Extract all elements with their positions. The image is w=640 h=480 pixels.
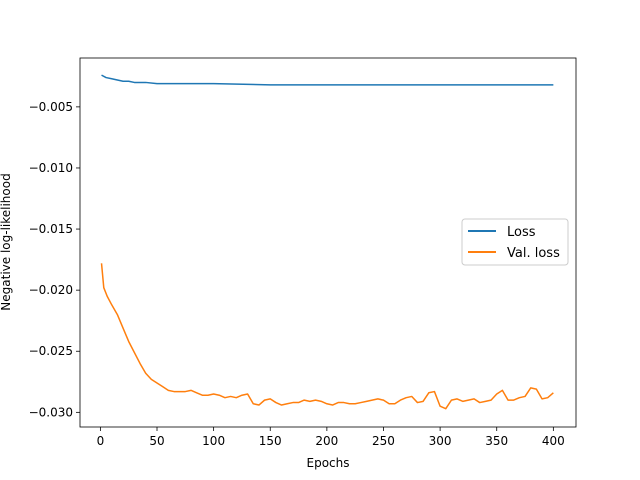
y-tick-label: −0.025 bbox=[29, 344, 73, 358]
y-tick-label: −0.020 bbox=[29, 283, 73, 297]
series-layer bbox=[100, 74, 554, 410]
legend-label-val-loss: Val. loss bbox=[507, 246, 560, 261]
legend: Loss Val. loss bbox=[461, 218, 569, 266]
series-line-0 bbox=[101, 74, 554, 86]
x-tick-label: 200 bbox=[315, 434, 338, 448]
x-tick-label: 0 bbox=[97, 434, 105, 448]
x-tick-label: 350 bbox=[485, 434, 508, 448]
y-tick-label: −0.030 bbox=[29, 405, 73, 419]
x-tick-label: 400 bbox=[542, 434, 565, 448]
x-tick-label: 250 bbox=[372, 434, 395, 448]
y-tick-label: −0.005 bbox=[29, 100, 73, 114]
x-tick-label: 150 bbox=[259, 434, 282, 448]
x-tick-label: 50 bbox=[149, 434, 164, 448]
x-axis-ticks: 0 50 100 150 200 250 300 350 400 bbox=[97, 427, 565, 448]
y-axis-label: Negative log-likelihood bbox=[0, 173, 13, 310]
x-tick-label: 300 bbox=[429, 434, 452, 448]
y-tick-label: −0.015 bbox=[29, 222, 73, 236]
x-axis-label: Epochs bbox=[307, 456, 350, 470]
y-axis-ticks: −0.005 −0.010 −0.015 −0.020 −0.025 −0.030 bbox=[29, 100, 80, 419]
x-tick-label: 100 bbox=[202, 434, 225, 448]
y-tick-label: −0.010 bbox=[29, 161, 73, 175]
plot-frame bbox=[79, 57, 577, 428]
legend-label-loss: Loss bbox=[507, 225, 536, 240]
series-line-1 bbox=[100, 263, 554, 410]
